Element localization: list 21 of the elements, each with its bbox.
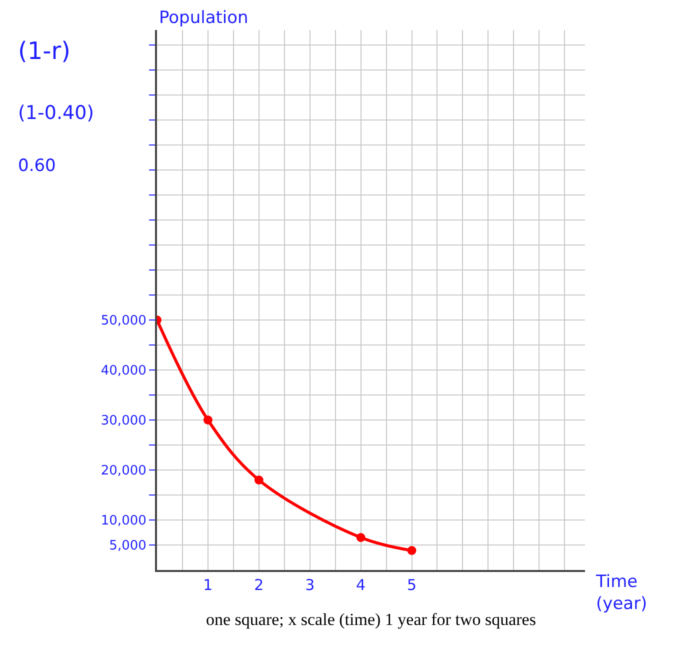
- y-tick-label: 20,000: [100, 464, 146, 479]
- point: [356, 533, 366, 542]
- text: (1-r): [18, 37, 71, 65]
- text: (1-0.40): [18, 102, 94, 124]
- point: [254, 476, 264, 484]
- point: [203, 416, 212, 424]
- y-axis-title: Population: [159, 8, 248, 28]
- y-tick-label: 50,000: [100, 314, 146, 329]
- x-axis-title: Time (year): [595, 572, 648, 614]
- y-tick-label: 40,000: [100, 364, 146, 379]
- x-tick-label: 5: [406, 576, 417, 594]
- text: 0.60: [18, 156, 56, 176]
- x-tick-label: 2: [254, 576, 264, 594]
- y-tick-label: 10,000: [100, 514, 146, 529]
- y-tick-label: 30,000: [100, 414, 146, 429]
- x-tick-label: 4: [356, 576, 366, 594]
- point: [407, 546, 416, 555]
- y-tick-label: 5,000: [109, 538, 146, 554]
- x-tick-label: 1: [203, 576, 213, 594]
- text: one square; x scale (time) 1 year for two squares: [206, 610, 536, 629]
- x-tick-label: 3: [305, 576, 315, 594]
